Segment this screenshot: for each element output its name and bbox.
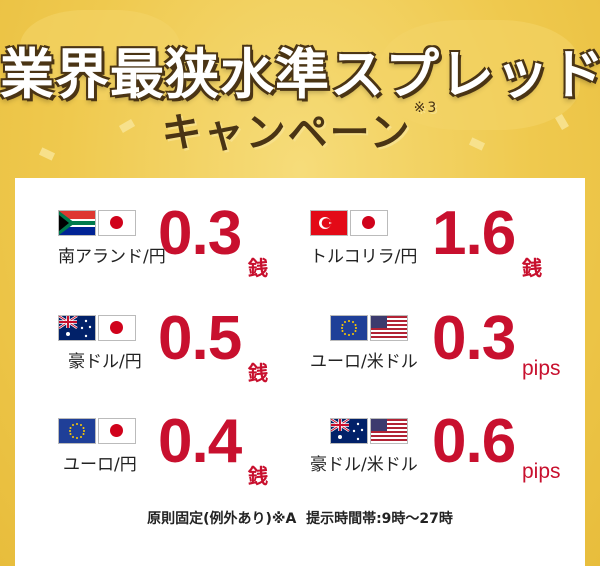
world-map-decoration [380, 20, 580, 130]
currency-pair-label: 南アランド/円 [58, 247, 166, 267]
subtitle-note-mark: ※3 [413, 100, 439, 116]
spread-panel: 南アランド/円 0.3 銭 トルコリラ/円 1.6 銭 豪ドル/円 0.5 銭 [15, 178, 585, 566]
spread-unit: 銭 [248, 464, 268, 488]
campaign-title: 業界最狭水準スプレッド [0, 43, 600, 106]
flag-pair [58, 315, 136, 341]
spread-cell-zar-jpy: 南アランド/円 0.3 銭 [58, 199, 338, 305]
conditions-note: 原則固定(例外あり)※A 提示時間帯:9時～27時 [147, 511, 453, 527]
spread-cell-eur-usd: ユーロ/米ドル 0.3 pips [310, 304, 590, 410]
south-africa-flag-icon [58, 210, 96, 236]
australia-flag-icon [58, 315, 96, 341]
turkey-flag-icon [310, 210, 348, 236]
currency-pair-label: トルコリラ/円 [310, 247, 418, 267]
japan-flag-icon [98, 418, 136, 444]
currency-pair-label: 豪ドル/円 [68, 352, 142, 372]
spread-unit: 銭 [248, 361, 268, 385]
spread-cell-aud-jpy: 豪ドル/円 0.5 銭 [58, 304, 338, 410]
flag-pair [330, 315, 408, 341]
spread-value: 0.6 [432, 407, 516, 476]
spread-unit: 銭 [248, 256, 268, 280]
spread-unit: 銭 [522, 256, 542, 280]
spread-value: 0.3 [432, 304, 516, 373]
japan-flag-icon [98, 315, 136, 341]
spread-cell-try-jpy: トルコリラ/円 1.6 銭 [310, 199, 590, 305]
spread-cell-eur-jpy: ユーロ/円 0.4 銭 [58, 407, 338, 513]
us-flag-icon [370, 315, 408, 341]
spread-value: 0.5 [158, 304, 242, 373]
subtitle-text: キャンペーン [161, 110, 412, 156]
spread-value: 0.4 [158, 407, 242, 476]
currency-pair-label: ユーロ/円 [63, 455, 137, 475]
us-flag-icon [370, 418, 408, 444]
japan-flag-icon [350, 210, 388, 236]
currency-pair-label: 豪ドル/米ドル [310, 455, 418, 475]
eu-flag-icon [330, 315, 368, 341]
currency-pair-label: ユーロ/米ドル [310, 352, 418, 372]
campaign-subtitle: キャンペーン※3 [0, 100, 600, 158]
eu-flag-icon [58, 418, 96, 444]
world-map-decoration [20, 10, 180, 100]
spread-unit: pips [522, 460, 561, 483]
australia-flag-icon [330, 418, 368, 444]
flag-pair [310, 210, 388, 236]
spread-cell-aud-usd: 豪ドル/米ドル 0.6 pips [310, 407, 590, 513]
flag-pair [330, 418, 408, 444]
spread-value: 0.3 [158, 199, 242, 268]
flag-pair [58, 418, 136, 444]
spread-value: 1.6 [432, 199, 516, 268]
japan-flag-icon [98, 210, 136, 236]
flag-pair [58, 210, 136, 236]
spread-unit: pips [522, 357, 561, 380]
